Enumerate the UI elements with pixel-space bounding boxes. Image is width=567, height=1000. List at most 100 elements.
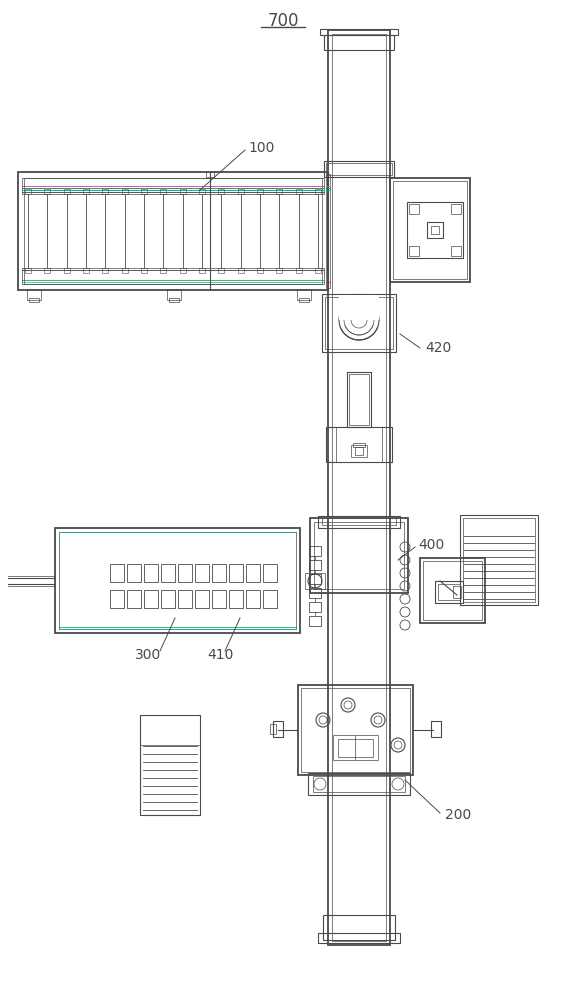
Bar bbox=[229, 564, 243, 582]
Bar bbox=[122, 189, 128, 194]
Bar bbox=[351, 445, 367, 457]
Bar bbox=[199, 189, 205, 194]
Bar bbox=[83, 189, 89, 194]
Bar bbox=[353, 294, 365, 308]
Bar bbox=[102, 189, 108, 194]
Bar bbox=[144, 564, 158, 582]
Bar bbox=[299, 298, 309, 302]
Bar bbox=[326, 427, 392, 462]
Bar bbox=[161, 590, 175, 608]
Bar bbox=[315, 189, 321, 194]
Bar bbox=[24, 178, 322, 284]
Bar bbox=[27, 289, 41, 300]
Bar bbox=[212, 564, 226, 582]
Bar bbox=[25, 268, 31, 273]
Bar bbox=[64, 268, 70, 273]
Bar bbox=[438, 584, 460, 600]
Bar bbox=[322, 294, 396, 352]
Bar bbox=[324, 35, 394, 50]
Bar bbox=[263, 590, 277, 608]
Bar bbox=[409, 204, 419, 214]
Text: 420: 420 bbox=[425, 341, 451, 355]
Bar bbox=[322, 518, 396, 525]
Bar bbox=[195, 564, 209, 582]
Bar bbox=[218, 189, 225, 194]
Bar bbox=[323, 915, 395, 940]
Bar bbox=[314, 522, 404, 589]
Bar bbox=[463, 518, 535, 602]
Bar bbox=[206, 172, 214, 177]
Bar bbox=[347, 372, 371, 427]
Bar bbox=[29, 298, 39, 302]
Bar bbox=[309, 560, 321, 570]
Bar bbox=[390, 178, 470, 282]
Bar bbox=[453, 586, 461, 598]
Bar bbox=[257, 268, 263, 273]
Bar bbox=[83, 268, 89, 273]
Text: 410: 410 bbox=[207, 648, 233, 662]
Bar bbox=[238, 268, 244, 273]
Bar bbox=[451, 204, 461, 214]
Bar bbox=[229, 590, 243, 608]
Bar bbox=[313, 776, 405, 792]
Bar bbox=[435, 581, 463, 603]
Bar bbox=[324, 161, 394, 177]
Bar bbox=[144, 590, 158, 608]
Bar bbox=[297, 289, 311, 300]
Bar bbox=[122, 268, 128, 273]
Bar bbox=[270, 724, 276, 734]
Bar bbox=[180, 268, 185, 273]
Bar bbox=[195, 590, 209, 608]
Bar bbox=[431, 721, 441, 737]
Bar bbox=[332, 34, 386, 941]
Bar bbox=[276, 268, 282, 273]
Bar bbox=[423, 561, 482, 620]
Bar bbox=[59, 532, 296, 629]
Bar bbox=[310, 518, 408, 593]
Bar bbox=[64, 189, 70, 194]
Bar bbox=[309, 602, 321, 612]
Bar bbox=[333, 735, 378, 760]
Text: 200: 200 bbox=[445, 808, 471, 822]
Bar bbox=[160, 189, 166, 194]
Bar bbox=[349, 374, 369, 425]
Text: 100: 100 bbox=[248, 141, 274, 155]
Bar bbox=[141, 189, 147, 194]
Bar bbox=[140, 715, 200, 745]
Bar bbox=[257, 189, 263, 194]
Bar bbox=[102, 268, 108, 273]
Bar bbox=[427, 222, 443, 238]
Bar bbox=[141, 268, 147, 273]
Bar bbox=[276, 189, 282, 194]
Bar bbox=[140, 715, 200, 815]
Bar bbox=[328, 30, 390, 945]
Bar bbox=[127, 590, 141, 608]
Bar bbox=[178, 590, 192, 608]
Bar bbox=[127, 564, 141, 582]
Bar bbox=[309, 588, 321, 598]
Text: 400: 400 bbox=[418, 538, 445, 552]
Bar bbox=[22, 268, 324, 270]
Bar bbox=[110, 590, 124, 608]
Bar bbox=[180, 189, 185, 194]
Bar bbox=[315, 268, 321, 273]
Bar bbox=[431, 226, 439, 234]
Bar bbox=[273, 721, 283, 737]
Text: 300: 300 bbox=[135, 648, 161, 662]
Bar bbox=[44, 268, 50, 273]
Bar bbox=[169, 298, 179, 302]
Bar bbox=[298, 685, 413, 775]
Bar bbox=[178, 564, 192, 582]
Bar bbox=[420, 558, 485, 623]
Text: 700: 700 bbox=[267, 12, 299, 30]
Bar bbox=[353, 443, 365, 447]
Bar bbox=[309, 574, 321, 584]
Bar bbox=[325, 297, 393, 349]
Bar bbox=[309, 616, 321, 626]
Bar bbox=[305, 573, 325, 589]
Bar bbox=[320, 29, 398, 35]
Bar bbox=[22, 178, 324, 192]
Bar bbox=[199, 268, 205, 273]
Bar bbox=[22, 270, 324, 284]
Bar bbox=[246, 564, 260, 582]
